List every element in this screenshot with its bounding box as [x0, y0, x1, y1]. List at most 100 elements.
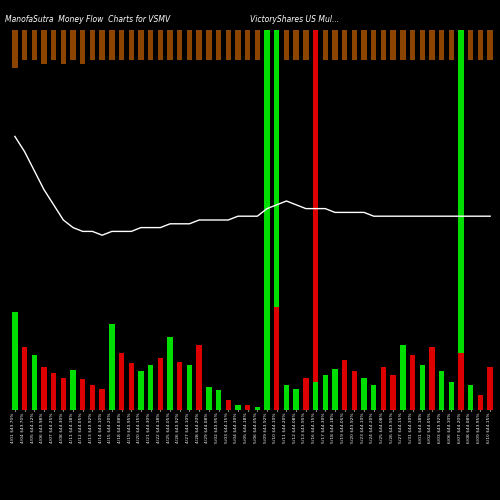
Bar — [264, 30, 270, 391]
Bar — [254, 30, 260, 60]
Bar — [109, 30, 114, 60]
Bar — [90, 30, 95, 60]
Bar — [245, 30, 250, 60]
Bar — [371, 30, 376, 60]
Bar — [226, 400, 231, 410]
Bar — [216, 390, 221, 410]
Bar — [138, 30, 143, 60]
Bar — [12, 312, 18, 410]
Bar — [100, 388, 105, 410]
Bar — [128, 30, 134, 60]
Bar — [420, 365, 425, 410]
Bar — [439, 30, 444, 60]
Bar — [128, 364, 134, 410]
Bar — [158, 30, 163, 60]
Bar — [42, 367, 46, 410]
Bar — [216, 30, 221, 60]
Bar — [109, 324, 114, 410]
Bar — [32, 355, 37, 410]
Bar — [60, 30, 66, 64]
Bar — [168, 30, 172, 60]
Bar — [187, 30, 192, 60]
Bar — [430, 347, 434, 410]
Bar — [458, 30, 464, 391]
Bar — [342, 30, 347, 60]
Bar — [488, 30, 493, 60]
Bar — [12, 30, 18, 68]
Bar — [410, 356, 415, 410]
Bar — [100, 30, 105, 60]
Bar — [80, 378, 86, 410]
Bar — [32, 30, 37, 60]
Bar — [332, 369, 338, 410]
Bar — [119, 354, 124, 410]
Bar — [80, 30, 86, 64]
Bar — [410, 30, 415, 60]
Bar — [90, 384, 95, 410]
Bar — [303, 378, 308, 410]
Bar — [439, 372, 444, 410]
Bar — [313, 382, 318, 410]
Bar — [381, 30, 386, 60]
Bar — [371, 384, 376, 410]
Bar — [236, 30, 240, 60]
Bar — [51, 374, 57, 410]
Bar — [274, 30, 280, 391]
Text: ManofaSutra  Money Flow  Charts for VSMV: ManofaSutra Money Flow Charts for VSMV — [5, 15, 170, 24]
Bar — [148, 365, 154, 410]
Bar — [284, 30, 289, 60]
Bar — [226, 30, 231, 60]
Bar — [138, 372, 143, 410]
Bar — [468, 30, 473, 60]
Bar — [70, 370, 76, 410]
Bar — [458, 354, 464, 410]
Bar — [332, 30, 338, 60]
Bar — [236, 404, 240, 410]
Bar — [42, 30, 46, 64]
Bar — [284, 384, 289, 410]
Bar — [196, 345, 202, 410]
Bar — [362, 378, 366, 410]
Bar — [342, 360, 347, 410]
Bar — [294, 388, 299, 410]
Bar — [158, 358, 163, 410]
Text: VictoryShares US Mul...: VictoryShares US Mul... — [250, 15, 339, 24]
Bar — [400, 345, 406, 410]
Bar — [400, 30, 406, 60]
Bar — [352, 372, 357, 410]
Bar — [119, 30, 124, 60]
Bar — [60, 378, 66, 410]
Bar — [168, 337, 172, 410]
Bar — [177, 362, 182, 410]
Bar — [390, 30, 396, 60]
Bar — [322, 30, 328, 60]
Bar — [303, 30, 308, 60]
Bar — [381, 367, 386, 410]
Bar — [478, 30, 483, 60]
Bar — [245, 404, 250, 410]
Bar — [313, 30, 318, 391]
Bar — [294, 30, 299, 60]
Bar — [390, 376, 396, 410]
Bar — [362, 30, 366, 60]
Bar — [352, 30, 357, 60]
Bar — [22, 347, 27, 410]
Bar — [488, 367, 493, 410]
Bar — [478, 396, 483, 410]
Bar — [274, 307, 280, 410]
Bar — [468, 384, 473, 410]
Bar — [264, 287, 270, 410]
Bar — [448, 382, 454, 410]
Bar — [196, 30, 202, 60]
Bar — [206, 386, 212, 410]
Bar — [322, 376, 328, 410]
Bar — [70, 30, 76, 60]
Bar — [187, 365, 192, 410]
Bar — [177, 30, 182, 60]
Bar — [22, 30, 27, 60]
Bar — [430, 30, 434, 60]
Bar — [51, 30, 57, 60]
Bar — [206, 30, 212, 60]
Bar — [254, 406, 260, 410]
Bar — [420, 30, 425, 60]
